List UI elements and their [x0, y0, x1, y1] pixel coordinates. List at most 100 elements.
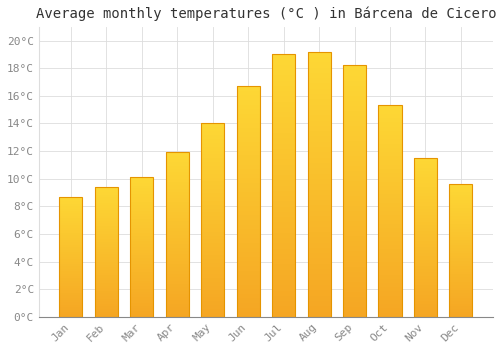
Bar: [201, 174, 224, 177]
Bar: [166, 300, 189, 304]
Bar: [272, 259, 295, 264]
Bar: [450, 219, 472, 221]
Bar: [60, 288, 82, 290]
Bar: [60, 225, 82, 228]
Bar: [166, 156, 189, 159]
Bar: [166, 172, 189, 175]
Bar: [308, 68, 330, 73]
Bar: [343, 141, 366, 146]
Bar: [414, 222, 437, 225]
Bar: [450, 192, 472, 195]
Bar: [201, 236, 224, 239]
Bar: [60, 310, 82, 312]
Bar: [201, 197, 224, 201]
Bar: [130, 311, 154, 314]
Bar: [343, 257, 366, 261]
Bar: [343, 65, 366, 317]
Bar: [95, 231, 118, 234]
Bar: [166, 198, 189, 202]
Bar: [166, 192, 189, 195]
Bar: [378, 237, 402, 241]
Bar: [414, 180, 437, 183]
Bar: [166, 251, 189, 254]
Bar: [236, 280, 260, 285]
Bar: [343, 226, 366, 231]
Bar: [308, 205, 330, 211]
Bar: [130, 278, 154, 281]
Bar: [343, 70, 366, 76]
Bar: [308, 312, 330, 317]
Bar: [60, 197, 82, 199]
Bar: [272, 54, 295, 317]
Bar: [414, 282, 437, 285]
Bar: [414, 269, 437, 272]
Bar: [272, 217, 295, 222]
Bar: [166, 231, 189, 235]
Bar: [343, 196, 366, 201]
Bar: [201, 243, 224, 247]
Bar: [378, 304, 402, 308]
Bar: [343, 201, 366, 206]
Bar: [343, 80, 366, 85]
Bar: [95, 195, 118, 197]
Bar: [272, 170, 295, 175]
Bar: [414, 304, 437, 307]
Bar: [414, 231, 437, 234]
Bar: [130, 270, 154, 272]
Bar: [308, 142, 330, 147]
Bar: [272, 54, 295, 60]
Bar: [60, 290, 82, 293]
Bar: [166, 225, 189, 228]
Bar: [201, 201, 224, 205]
Bar: [272, 243, 295, 248]
Bar: [201, 309, 224, 313]
Bar: [60, 312, 82, 314]
Bar: [95, 221, 118, 223]
Bar: [450, 309, 472, 312]
Bar: [414, 171, 437, 174]
Bar: [201, 247, 224, 251]
Bar: [378, 139, 402, 144]
Bar: [378, 207, 402, 211]
Bar: [236, 211, 260, 215]
Bar: [272, 138, 295, 143]
Bar: [378, 283, 402, 287]
Bar: [308, 163, 330, 168]
Bar: [130, 247, 154, 250]
Bar: [450, 208, 472, 211]
Bar: [166, 284, 189, 287]
Bar: [343, 282, 366, 287]
Bar: [201, 139, 224, 143]
Bar: [60, 223, 82, 225]
Bar: [60, 202, 82, 204]
Bar: [95, 187, 118, 190]
Bar: [378, 245, 402, 249]
Bar: [130, 180, 154, 183]
Bar: [414, 187, 437, 190]
Bar: [60, 250, 82, 252]
Bar: [343, 151, 366, 156]
Bar: [450, 277, 472, 280]
Bar: [95, 192, 118, 195]
Bar: [272, 112, 295, 117]
Bar: [378, 156, 402, 160]
Bar: [60, 295, 82, 298]
Bar: [60, 221, 82, 223]
Bar: [378, 169, 402, 173]
Bar: [343, 211, 366, 216]
Bar: [166, 189, 189, 192]
Bar: [60, 211, 82, 213]
Bar: [166, 222, 189, 225]
Bar: [130, 250, 154, 253]
Bar: [95, 257, 118, 260]
Bar: [130, 219, 154, 222]
Bar: [272, 86, 295, 91]
Bar: [236, 220, 260, 225]
Bar: [414, 196, 437, 199]
Bar: [308, 131, 330, 136]
Bar: [95, 283, 118, 286]
Bar: [378, 122, 402, 127]
Bar: [414, 234, 437, 237]
Bar: [130, 261, 154, 264]
Bar: [166, 179, 189, 182]
